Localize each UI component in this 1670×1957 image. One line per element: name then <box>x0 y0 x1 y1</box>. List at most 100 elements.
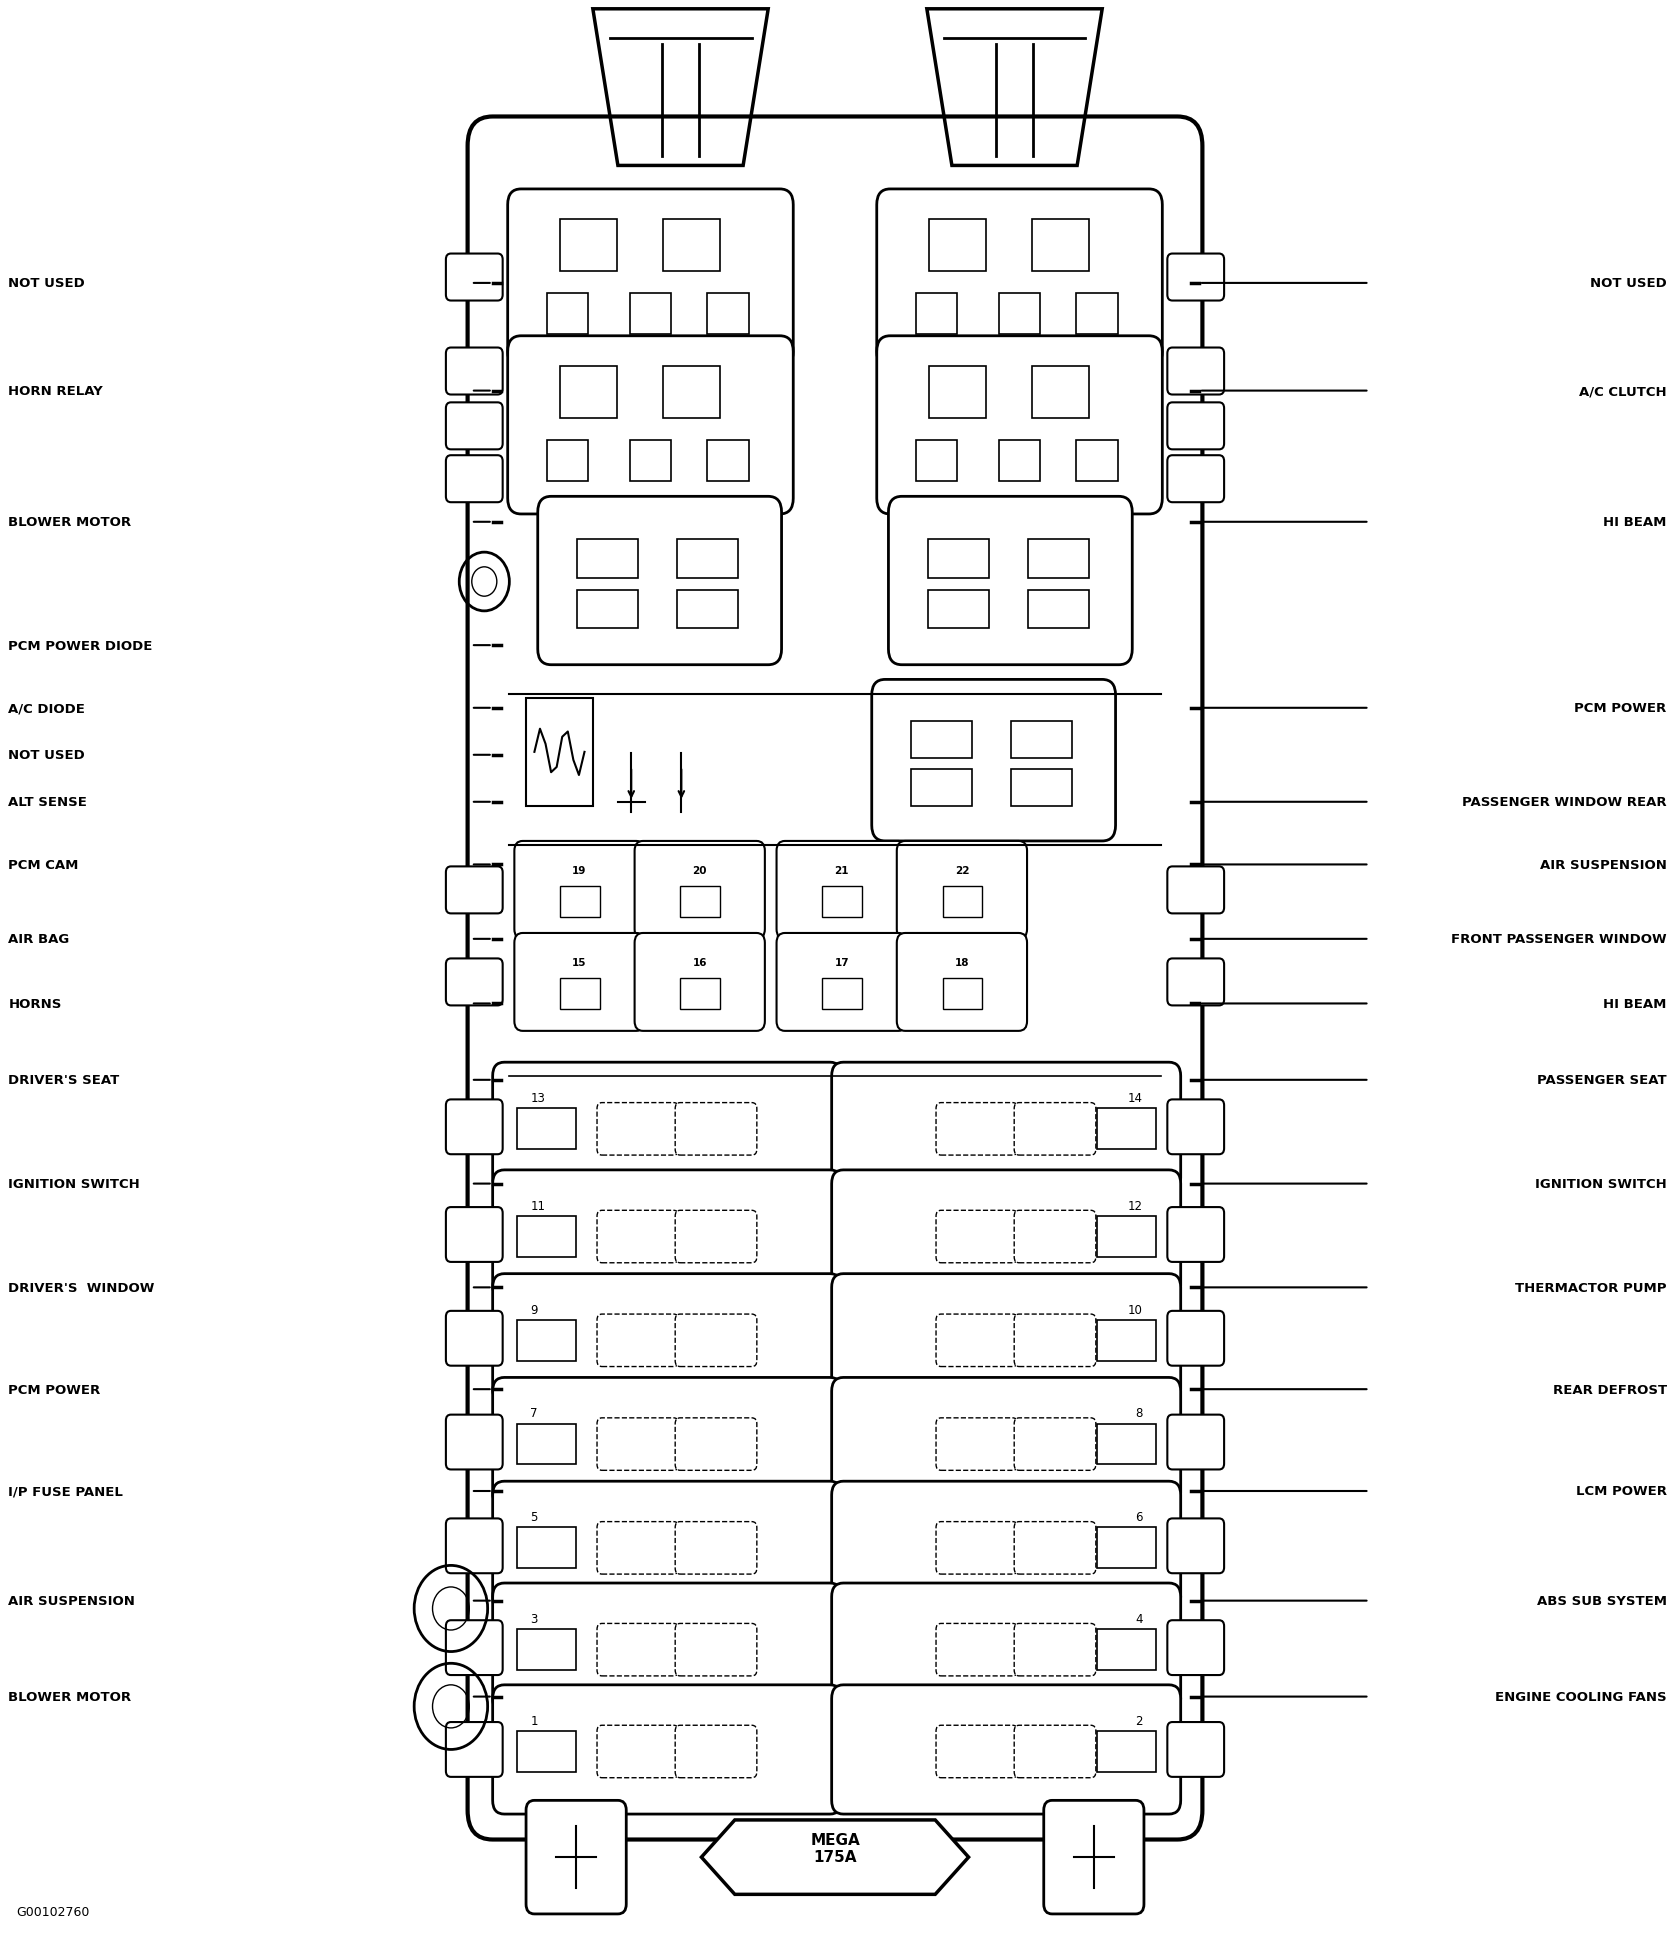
FancyBboxPatch shape <box>446 959 503 1006</box>
Text: DRIVER'S SEAT: DRIVER'S SEAT <box>8 1074 120 1086</box>
Text: 21: 21 <box>835 865 848 875</box>
Text: 6: 6 <box>1136 1511 1142 1523</box>
FancyBboxPatch shape <box>1167 1311 1224 1366</box>
Bar <box>1032 221 1089 272</box>
FancyBboxPatch shape <box>1014 1523 1096 1573</box>
Bar <box>999 440 1040 481</box>
FancyBboxPatch shape <box>872 681 1116 842</box>
FancyBboxPatch shape <box>1167 1207 1224 1262</box>
FancyBboxPatch shape <box>446 348 503 395</box>
FancyBboxPatch shape <box>598 1104 678 1155</box>
Bar <box>1032 368 1089 419</box>
FancyBboxPatch shape <box>446 1620 503 1675</box>
Bar <box>929 368 985 419</box>
Bar <box>915 294 957 335</box>
Text: HORN RELAY: HORN RELAY <box>8 386 104 397</box>
Bar <box>929 591 989 630</box>
Bar <box>548 440 588 481</box>
FancyBboxPatch shape <box>897 933 1027 1031</box>
FancyBboxPatch shape <box>832 1481 1181 1611</box>
FancyBboxPatch shape <box>675 1419 757 1470</box>
Bar <box>1010 722 1072 757</box>
FancyBboxPatch shape <box>635 933 765 1031</box>
FancyBboxPatch shape <box>1167 1100 1224 1155</box>
Bar <box>822 978 862 1010</box>
Bar <box>929 221 985 272</box>
FancyBboxPatch shape <box>777 933 907 1031</box>
Bar <box>1027 591 1089 630</box>
FancyBboxPatch shape <box>1167 254 1224 301</box>
FancyBboxPatch shape <box>598 1523 678 1573</box>
Bar <box>912 769 972 806</box>
Bar <box>1010 769 1072 806</box>
Text: REAR DEFROST: REAR DEFROST <box>1553 1384 1667 1395</box>
FancyBboxPatch shape <box>935 1419 1017 1470</box>
FancyBboxPatch shape <box>935 1624 1017 1675</box>
Bar <box>942 978 982 1010</box>
FancyBboxPatch shape <box>493 1685 842 1814</box>
Text: 12: 12 <box>1127 1200 1142 1211</box>
Bar <box>708 294 748 335</box>
FancyBboxPatch shape <box>675 1315 757 1366</box>
Bar <box>518 1217 576 1256</box>
FancyBboxPatch shape <box>493 1274 842 1403</box>
Text: LCM POWER: LCM POWER <box>1576 1485 1667 1497</box>
FancyBboxPatch shape <box>935 1523 1017 1573</box>
FancyBboxPatch shape <box>446 1100 503 1155</box>
Text: 3: 3 <box>531 1613 538 1624</box>
FancyBboxPatch shape <box>514 842 645 939</box>
Polygon shape <box>701 1820 969 1894</box>
FancyBboxPatch shape <box>508 337 793 515</box>
FancyBboxPatch shape <box>675 1726 757 1777</box>
FancyBboxPatch shape <box>493 1378 842 1507</box>
Bar <box>526 699 593 806</box>
FancyBboxPatch shape <box>493 1170 842 1299</box>
FancyBboxPatch shape <box>1167 959 1224 1006</box>
Bar <box>1097 1217 1156 1256</box>
FancyBboxPatch shape <box>446 254 503 301</box>
Bar <box>680 978 720 1010</box>
Text: BLOWER MOTOR: BLOWER MOTOR <box>8 517 132 528</box>
FancyBboxPatch shape <box>493 1481 842 1611</box>
Text: PCM CAM: PCM CAM <box>8 859 78 871</box>
Text: 16: 16 <box>693 957 706 967</box>
Text: NOT USED: NOT USED <box>8 278 85 290</box>
Text: NOT USED: NOT USED <box>1590 278 1667 290</box>
Bar <box>559 978 600 1010</box>
FancyBboxPatch shape <box>1167 1620 1224 1675</box>
FancyBboxPatch shape <box>877 190 1162 368</box>
FancyBboxPatch shape <box>598 1315 678 1366</box>
FancyBboxPatch shape <box>1014 1726 1096 1777</box>
Text: 2: 2 <box>1136 1714 1142 1726</box>
FancyBboxPatch shape <box>1044 1800 1144 1914</box>
Bar <box>915 440 957 481</box>
Text: HORNS: HORNS <box>8 998 62 1010</box>
Bar <box>559 221 616 272</box>
FancyBboxPatch shape <box>598 1726 678 1777</box>
Text: 15: 15 <box>573 957 586 967</box>
FancyBboxPatch shape <box>832 1378 1181 1507</box>
Bar <box>912 722 972 757</box>
Bar <box>1097 1321 1156 1360</box>
Text: NOT USED: NOT USED <box>8 750 85 761</box>
FancyBboxPatch shape <box>1014 1315 1096 1366</box>
Bar <box>1077 294 1117 335</box>
FancyBboxPatch shape <box>446 456 503 503</box>
Bar <box>1097 1110 1156 1149</box>
FancyBboxPatch shape <box>493 1063 842 1192</box>
Text: HI BEAM: HI BEAM <box>1603 998 1667 1010</box>
Text: AIR SUSPENSION: AIR SUSPENSION <box>1540 859 1667 871</box>
Text: IGNITION SWITCH: IGNITION SWITCH <box>8 1178 140 1190</box>
FancyBboxPatch shape <box>598 1624 678 1675</box>
FancyBboxPatch shape <box>598 1419 678 1470</box>
Bar <box>663 221 720 272</box>
FancyBboxPatch shape <box>1167 867 1224 914</box>
Text: PCM POWER: PCM POWER <box>8 1384 100 1395</box>
FancyBboxPatch shape <box>935 1726 1017 1777</box>
FancyBboxPatch shape <box>526 1800 626 1914</box>
Text: 17: 17 <box>835 957 848 967</box>
FancyBboxPatch shape <box>493 1583 842 1712</box>
FancyBboxPatch shape <box>777 842 907 939</box>
FancyBboxPatch shape <box>446 867 503 914</box>
Text: PCM POWER DIODE: PCM POWER DIODE <box>8 640 152 652</box>
